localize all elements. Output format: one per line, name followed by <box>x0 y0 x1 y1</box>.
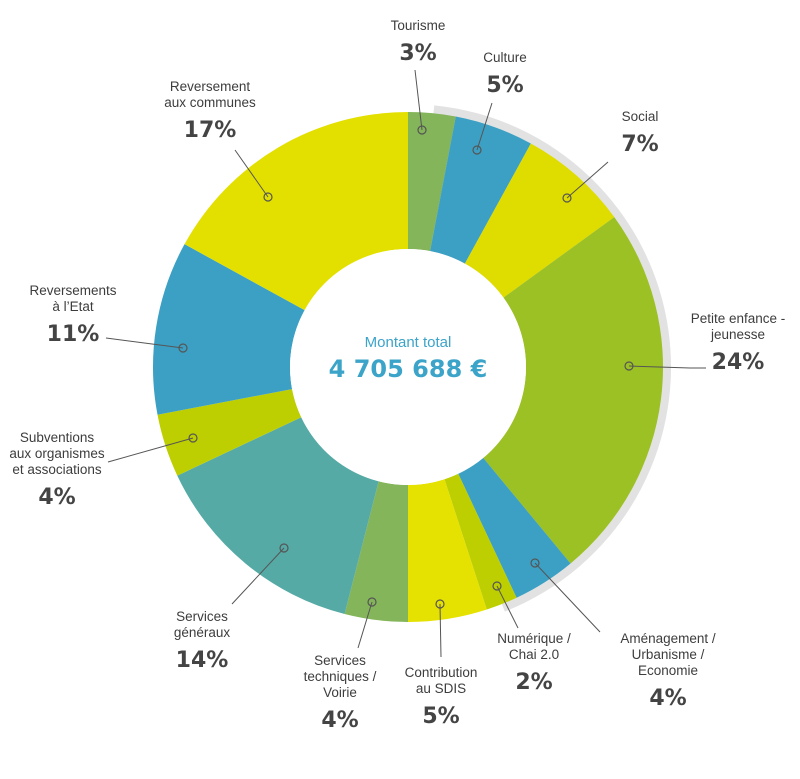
slice-label-line: Culture <box>483 50 527 65</box>
slice-label-line: généraux <box>174 625 231 640</box>
slice-petite-enfance-jeunesse <box>483 217 663 564</box>
leader-dot-numerique-chai-2-0 <box>492 581 502 591</box>
slice-percent-tourisme: 3% <box>399 41 436 66</box>
leader-line-services-techniques-voirie <box>357 601 373 649</box>
slice-label-line: Services <box>176 609 228 624</box>
slice-label-reversement-aux-communes: Reversement aux communes <box>164 79 256 110</box>
slice-percent-amenagement-urbanisme-economie: 4% <box>649 686 686 711</box>
slices-group <box>153 112 663 622</box>
leader-dot-contribution-au-sdis <box>435 599 445 609</box>
slice-amenagement-urbanisme-economie <box>458 457 571 598</box>
leader-line-culture <box>476 102 493 151</box>
leader-dot-petite-enfance-jeunesse <box>624 361 634 371</box>
slice-label-line: Urbanisme / <box>632 647 705 662</box>
slice-percent-social: 7% <box>621 132 658 157</box>
slice-percent-culture: 5% <box>486 73 523 98</box>
slice-label-subventions-aux-organismes-et-associations: Subventions aux organismes et associations <box>9 430 105 477</box>
slice-reversement-aux-communes <box>184 112 408 311</box>
slice-label-contribution-au-sdis: Contribution au SDIS <box>405 665 478 696</box>
slice-percent-services-techniques-voirie: 4% <box>321 708 358 733</box>
slice-label-line: Aménagement / <box>620 631 716 646</box>
slice-label-line: Contribution <box>405 665 478 680</box>
leader-dot-services-generaux <box>279 543 289 553</box>
slice-percent-reversements-a-l-etat: 11% <box>47 322 100 347</box>
slice-labels: Tourisme 3% Culture 5% Social 7% Petite enfanc… <box>9 18 785 733</box>
slice-label-culture: Culture <box>483 50 527 65</box>
leader-line-numerique-chai-2-0 <box>496 585 519 629</box>
slice-contribution-au-sdis <box>408 479 487 622</box>
slice-label-line: aux organismes <box>9 446 105 461</box>
slice-label-line: Petite enfance - <box>691 311 786 326</box>
leader-line-tourisme <box>414 69 423 131</box>
leader-dot-subventions-aux-organismes-et-associations <box>188 433 198 443</box>
slice-label-line: techniques / <box>304 669 377 684</box>
slice-social <box>464 143 615 298</box>
slice-label-petite-enfance-jeunesse: Petite enfance -jeunesse <box>691 311 786 342</box>
slice-culture <box>430 116 531 264</box>
leader-line-services-generaux <box>231 547 285 605</box>
slice-label-line: Economie <box>638 663 698 678</box>
slice-percent-numerique-chai-2-0: 2% <box>515 670 552 695</box>
slice-label-line: Subventions <box>20 430 95 445</box>
slice-label-reversements-a-l-etat: Reversements à l’Etat <box>29 283 116 314</box>
slice-services-techniques-voirie <box>344 481 408 622</box>
slice-tourisme <box>408 112 456 252</box>
slice-label-services-techniques-voirie: Services techniques / Voirie <box>304 653 377 700</box>
slice-services-generaux <box>177 417 379 614</box>
leader-line-petite-enfance-jeunesse <box>628 365 706 369</box>
donut-hole <box>290 249 526 485</box>
leader-line-reversement-aux-communes <box>234 149 269 198</box>
slice-numerique-chai-2-0 <box>444 473 517 610</box>
slice-label-line: Services <box>314 653 366 668</box>
leader-line-amenagement-urbanisme-economie <box>534 562 601 633</box>
slice-percent-services-generaux: 14% <box>176 648 229 673</box>
slice-label-line: à l’Etat <box>52 299 94 314</box>
leader-dot-amenagement-urbanisme-economie <box>530 558 540 568</box>
slice-subventions-aux-organismes-et-associations <box>157 389 302 476</box>
slice-label-line: Tourisme <box>391 18 446 33</box>
leader-line-contribution-au-sdis <box>439 603 442 658</box>
leader-dot-services-techniques-voirie <box>367 597 377 607</box>
slice-label-line: Reversements <box>29 283 116 298</box>
leader-dot-tourisme <box>417 125 427 135</box>
slice-label-amenagement-urbanisme-economie: Aménagement / Urbanisme / Economie <box>620 631 716 678</box>
leader-dot-reversements-a-l-etat <box>178 343 188 353</box>
slice-label-line: aux communes <box>164 95 256 110</box>
slice-percent-contribution-au-sdis: 5% <box>422 704 459 729</box>
slice-label-line: et associations <box>12 462 102 477</box>
slice-percent-petite-enfance-jeunesse: 24% <box>712 350 765 375</box>
slice-percent-subventions-aux-organismes-et-associations: 4% <box>38 485 75 510</box>
slice-label-line: au SDIS <box>416 681 466 696</box>
leader-line-reversements-a-l-etat <box>105 337 184 349</box>
slice-label-line: jeunesse <box>710 327 765 342</box>
center-title: Montant total <box>365 334 452 351</box>
slice-label-line: Reversement <box>170 79 251 94</box>
slice-label-line: Chai 2.0 <box>509 647 559 662</box>
leader-line-social <box>566 161 609 199</box>
leader-dot-social <box>562 193 572 203</box>
leader-line-subventions-aux-organismes-et-associations <box>107 437 194 463</box>
slice-label-numerique-chai-2-0: Numérique / Chai 2.0 <box>497 631 571 662</box>
center-value: 4 705 688 € <box>329 355 488 383</box>
leader-dot-reversement-aux-communes <box>263 192 273 202</box>
slice-percent-reversement-aux-communes: 17% <box>184 118 237 143</box>
leader-lines <box>105 69 706 658</box>
slice-label-services-generaux: Services généraux <box>174 609 231 640</box>
slice-label-line: Numérique / <box>497 631 571 646</box>
slice-reversements-a-l-etat <box>153 244 305 415</box>
slice-label-line: Voirie <box>323 685 357 700</box>
slice-label-line: Social <box>622 109 659 124</box>
leader-dot-culture <box>472 145 482 155</box>
slice-label-social: Social <box>622 109 659 124</box>
slice-label-tourisme: Tourisme <box>391 18 446 33</box>
